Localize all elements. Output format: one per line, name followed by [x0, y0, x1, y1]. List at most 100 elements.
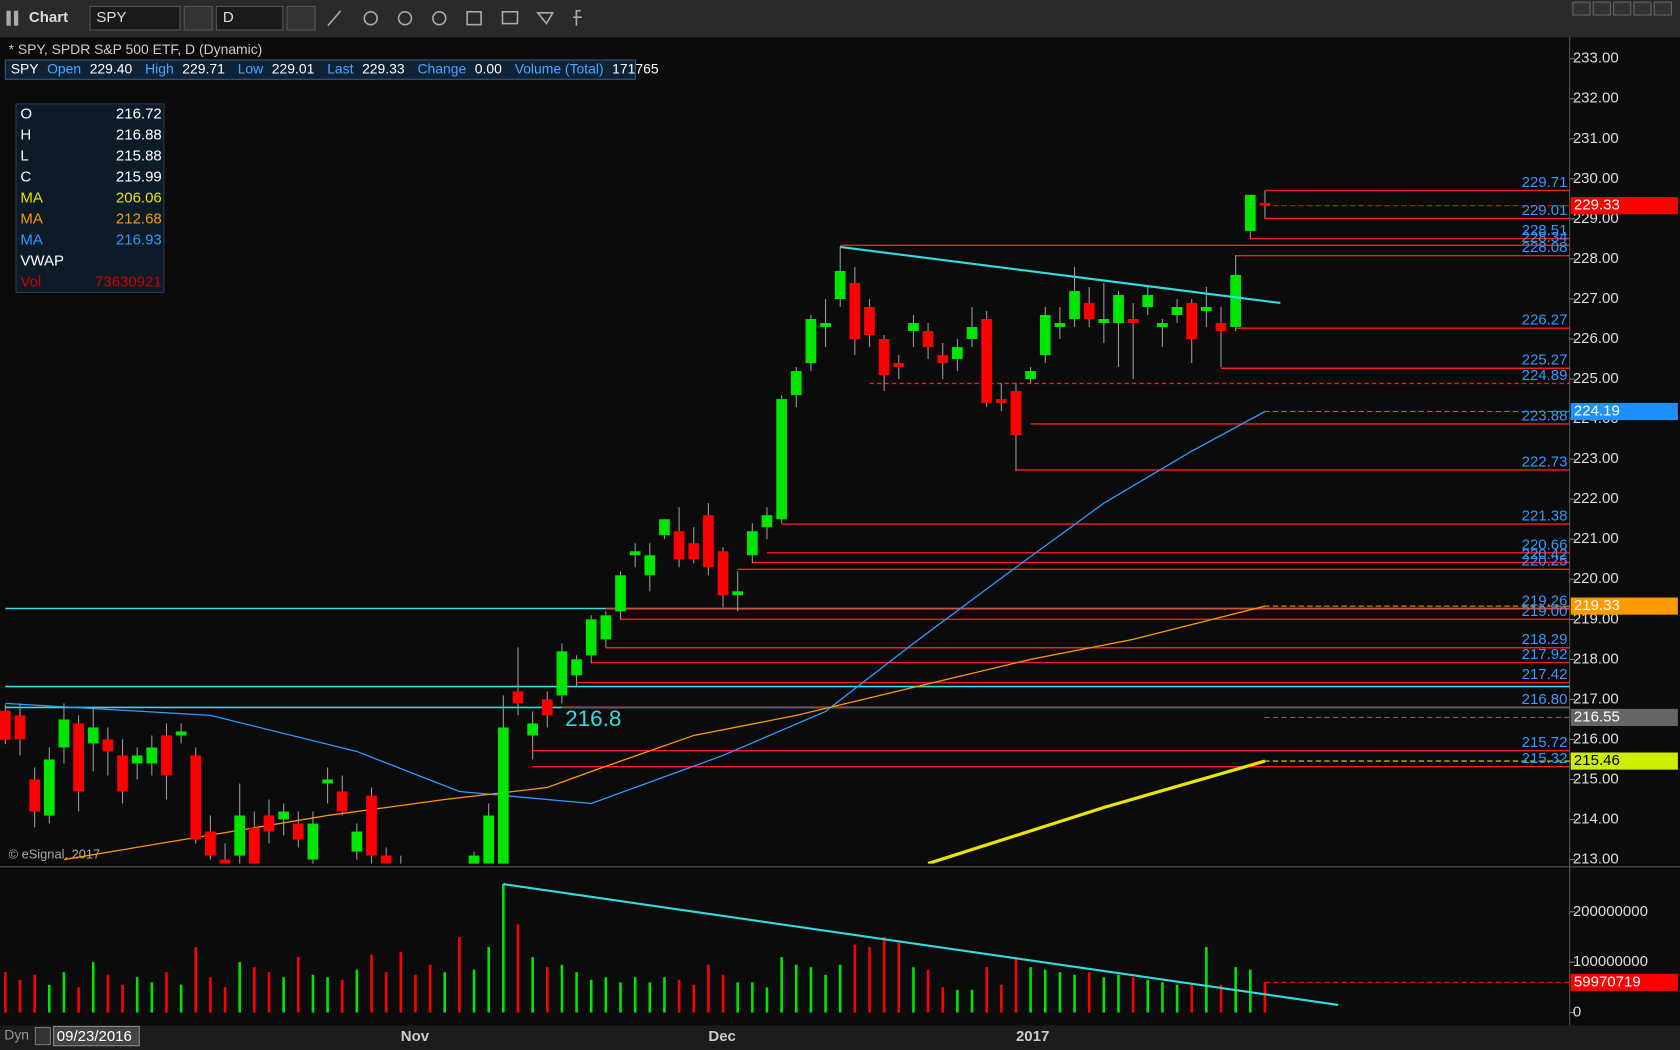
volume-bar: [560, 964, 564, 1013]
data-window-label: VWAP: [20, 253, 64, 270]
y-tick-label: 221.00: [1573, 530, 1619, 547]
button[interactable]: [286, 5, 316, 31]
button[interactable]: [1572, 1, 1591, 16]
candle-body: [161, 735, 172, 776]
volume-bar: [780, 957, 783, 1013]
volume-bar: [150, 982, 154, 1013]
trendline: [840, 245, 1281, 305]
icon[interactable]: [466, 10, 482, 26]
volume-bar: [458, 936, 461, 1013]
symbol: SPY: [96, 9, 126, 26]
candle-body: [1259, 202, 1271, 206]
volume-bar: [1043, 969, 1047, 1013]
candle-body: [102, 739, 114, 752]
candle-body: [703, 515, 714, 568]
candle-body: [1010, 391, 1022, 436]
candle-body: [248, 827, 260, 864]
level-label: 228.34: [1522, 229, 1568, 246]
button[interactable]: [183, 5, 213, 31]
icon[interactable]: [397, 10, 413, 26]
button[interactable]: [1633, 1, 1652, 16]
volume-bar: [985, 967, 988, 1013]
price-tag: [1570, 402, 1678, 421]
volume-bar: [575, 972, 578, 1013]
y-tick-label: 226.00: [1573, 330, 1619, 347]
icon[interactable]: [327, 10, 342, 27]
y-tick-label: 233.00: [1573, 50, 1619, 67]
volume-bar: [311, 974, 315, 1013]
button[interactable]: [1653, 1, 1672, 16]
volume-bar: [33, 974, 36, 1013]
level-label: 215.72: [1522, 734, 1568, 751]
toolbar-title: Chart: [29, 9, 68, 26]
copyright: © eSignal, 2017: [9, 846, 101, 861]
icon[interactable]: [573, 9, 582, 26]
candle-body: [1025, 371, 1036, 380]
candle-body: [820, 323, 831, 328]
icon[interactable]: [363, 10, 378, 26]
volume-bar: [282, 977, 285, 1013]
volume-bar: [765, 987, 769, 1013]
y-tick-label: 213.00: [1573, 851, 1619, 868]
volume-bar: [633, 977, 637, 1013]
volume-bar: [545, 967, 549, 1013]
icon[interactable]: [536, 12, 555, 25]
volume-bar: [1131, 977, 1135, 1013]
button[interactable]: [1613, 1, 1632, 16]
y-tick-label: 218.00: [1573, 650, 1619, 667]
quote-value: 229.40: [90, 60, 133, 76]
volume-trendline: [503, 883, 1339, 1007]
icon: [6, 10, 11, 26]
candle-body: [497, 727, 509, 864]
volume-bar: [1175, 984, 1179, 1013]
candle-body: [43, 759, 55, 816]
candle-body: [1054, 323, 1066, 328]
candle-body: [29, 779, 41, 812]
level-label: 220.42: [1522, 546, 1568, 563]
symbol-input[interactable]: [89, 5, 181, 31]
button[interactable]: [34, 1026, 51, 1046]
icon: [13, 10, 19, 26]
toolbar-icons: [327, 9, 582, 27]
y-tick-label: 230.00: [1573, 170, 1619, 187]
candle-body: [468, 855, 480, 864]
price-tag: [1570, 197, 1678, 215]
price-tag: [1570, 973, 1678, 991]
volume-bar: [253, 967, 256, 1013]
icon[interactable]: [501, 10, 519, 25]
candle-body: [395, 863, 407, 864]
volume-bar: [1263, 982, 1267, 1013]
volume-bar: [1000, 984, 1003, 1013]
candle-body: [981, 319, 993, 404]
moving-average: [5, 410, 1266, 805]
volume-bar: [326, 977, 329, 1013]
candle-body: [878, 339, 890, 376]
interval: D: [223, 9, 234, 26]
icon[interactable]: [432, 10, 447, 26]
annotation: 216.8: [565, 706, 621, 731]
level-label: 217.42: [1522, 666, 1568, 683]
y-tick-label: 231.00: [1573, 130, 1619, 147]
candle-body: [58, 719, 70, 748]
volume-bar: [648, 982, 652, 1013]
volume-bar: [165, 972, 168, 1013]
volume-bar: [838, 964, 842, 1013]
quote-label: Open: [47, 60, 81, 76]
candle-body: [1083, 302, 1095, 320]
interval-input[interactable]: [215, 5, 284, 31]
volume-bar: [619, 982, 622, 1013]
data-window-label: MA: [20, 190, 42, 207]
data-window-value: 216.88: [116, 127, 162, 144]
volume-bar: [18, 979, 22, 1013]
candle-body: [659, 519, 670, 536]
volume-bar: [472, 969, 476, 1013]
candle-body: [761, 515, 773, 528]
candle-body: [512, 691, 524, 704]
quote-label: Change: [417, 60, 466, 76]
volume-bar: [502, 884, 505, 1013]
level-label: 220.66: [1522, 536, 1568, 553]
volume-bar: [414, 974, 417, 1013]
button[interactable]: [1592, 1, 1611, 16]
data-window: [15, 103, 165, 294]
